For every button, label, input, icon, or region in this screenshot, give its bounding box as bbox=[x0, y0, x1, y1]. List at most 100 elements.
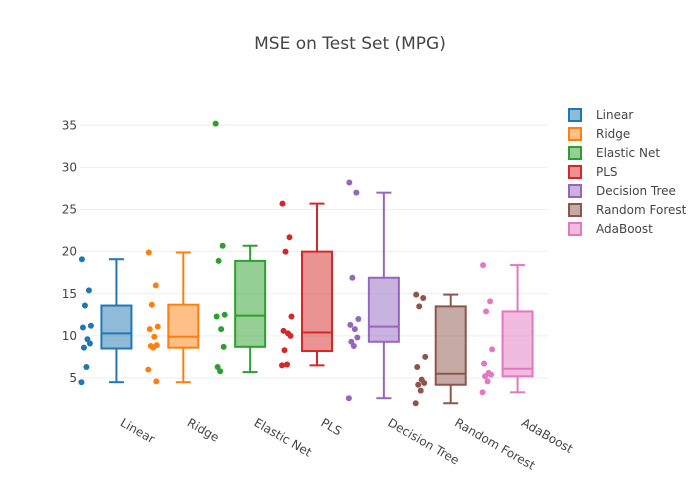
data-point bbox=[488, 371, 495, 378]
data-point bbox=[87, 322, 94, 329]
box-pls bbox=[301, 202, 333, 367]
data-point bbox=[422, 353, 429, 360]
data-point bbox=[286, 234, 293, 241]
data-point bbox=[219, 242, 226, 249]
legend-label: Random Forest bbox=[596, 203, 687, 217]
box-random-forest bbox=[434, 293, 467, 405]
data-point bbox=[355, 316, 362, 323]
x-tick-label: Ridge bbox=[185, 415, 222, 444]
legend-label: Linear bbox=[596, 108, 633, 122]
box-elastic-net bbox=[234, 244, 267, 374]
x-tick-label: Decision Tree bbox=[385, 415, 461, 467]
x-tick-label: Elastic Net bbox=[252, 415, 315, 459]
data-point bbox=[145, 249, 152, 256]
chart-title: MSE on Test Set (MPG) bbox=[254, 34, 446, 54]
y-tick-label: 5 bbox=[69, 371, 77, 385]
data-point bbox=[221, 311, 228, 318]
x-tick-label: AdaBoost bbox=[519, 415, 575, 456]
legend[interactable]: Linear Ridge Elastic Net PLS Decision Tree Ra… bbox=[568, 108, 687, 236]
data-point bbox=[218, 326, 225, 333]
data-point bbox=[413, 291, 420, 298]
legend-item-elastic-net[interactable]: Elastic Net bbox=[568, 146, 660, 160]
data-point bbox=[220, 343, 227, 350]
data-point bbox=[282, 248, 289, 255]
legend-swatch bbox=[568, 203, 582, 217]
y-tick-label: 15 bbox=[62, 287, 77, 301]
data-point bbox=[482, 373, 489, 380]
box-ridge bbox=[167, 251, 200, 384]
data-point bbox=[481, 360, 488, 367]
legend-item-pls[interactable]: PLS bbox=[568, 165, 618, 179]
legend-swatch bbox=[568, 127, 582, 141]
data-point bbox=[85, 287, 92, 294]
data-point bbox=[288, 313, 295, 320]
x-tick-label: PLS bbox=[319, 415, 345, 438]
data-point bbox=[412, 400, 419, 407]
data-point bbox=[487, 298, 494, 305]
data-point bbox=[148, 301, 155, 308]
data-point bbox=[279, 362, 285, 369]
data-point bbox=[212, 120, 219, 127]
data-points bbox=[78, 120, 496, 407]
legend-label: Decision Tree bbox=[596, 184, 676, 198]
data-point bbox=[483, 308, 490, 315]
data-point bbox=[281, 347, 288, 354]
legend-item-ridge[interactable]: Ridge bbox=[568, 127, 630, 141]
data-point bbox=[78, 256, 85, 263]
legend-swatch bbox=[568, 222, 582, 236]
box-iqr bbox=[301, 250, 333, 353]
box-linear bbox=[100, 258, 133, 384]
x-tick-label: Linear bbox=[118, 415, 157, 446]
box-iqr bbox=[234, 259, 267, 348]
legend-item-random-forest[interactable]: Random Forest bbox=[568, 203, 687, 217]
data-point bbox=[280, 327, 287, 334]
data-point bbox=[213, 313, 220, 320]
data-point bbox=[415, 381, 422, 388]
data-point bbox=[416, 303, 423, 310]
data-point bbox=[217, 368, 224, 375]
data-point bbox=[417, 387, 424, 394]
data-point bbox=[79, 324, 86, 331]
data-point bbox=[345, 395, 352, 402]
box-iqr bbox=[167, 303, 200, 349]
legend-item-decision-tree[interactable]: Decision Tree bbox=[568, 184, 676, 198]
legend-item-adaboost[interactable]: AdaBoost bbox=[568, 222, 653, 236]
box-iqr bbox=[367, 276, 400, 343]
box-decision-tree bbox=[367, 191, 400, 400]
data-point bbox=[414, 364, 421, 371]
box-adaboost bbox=[501, 264, 534, 394]
box-iqr bbox=[100, 304, 133, 350]
data-point bbox=[86, 340, 93, 347]
data-point bbox=[489, 346, 496, 353]
data-point bbox=[150, 344, 157, 351]
data-point bbox=[146, 326, 153, 333]
data-point bbox=[83, 364, 90, 371]
data-point bbox=[480, 262, 487, 269]
data-point bbox=[81, 302, 88, 309]
legend-swatch bbox=[568, 165, 582, 179]
box-iqr bbox=[434, 305, 467, 386]
data-point bbox=[346, 179, 353, 186]
data-point bbox=[284, 361, 290, 368]
data-point bbox=[287, 332, 294, 339]
y-tick-label: 30 bbox=[62, 160, 77, 174]
legend-label: Ridge bbox=[596, 127, 630, 141]
legend-item-linear[interactable]: Linear bbox=[568, 108, 633, 122]
legend-swatch bbox=[568, 146, 582, 160]
legend-swatch bbox=[568, 184, 582, 198]
legend-label: AdaBoost bbox=[596, 222, 653, 236]
y-axis-ticks: 5 10 15 20 25 30 35 bbox=[62, 118, 77, 385]
data-point bbox=[151, 333, 158, 340]
data-point bbox=[479, 389, 486, 396]
data-point bbox=[421, 380, 428, 387]
data-point bbox=[78, 379, 85, 386]
data-point bbox=[351, 326, 358, 333]
y-tick-label: 25 bbox=[62, 203, 77, 217]
data-point bbox=[347, 321, 354, 328]
data-point bbox=[420, 294, 427, 301]
box-iqr bbox=[501, 310, 534, 378]
data-point bbox=[154, 323, 161, 330]
y-tick-label: 35 bbox=[62, 118, 77, 132]
data-point bbox=[215, 257, 222, 264]
legend-label: Elastic Net bbox=[596, 146, 660, 160]
